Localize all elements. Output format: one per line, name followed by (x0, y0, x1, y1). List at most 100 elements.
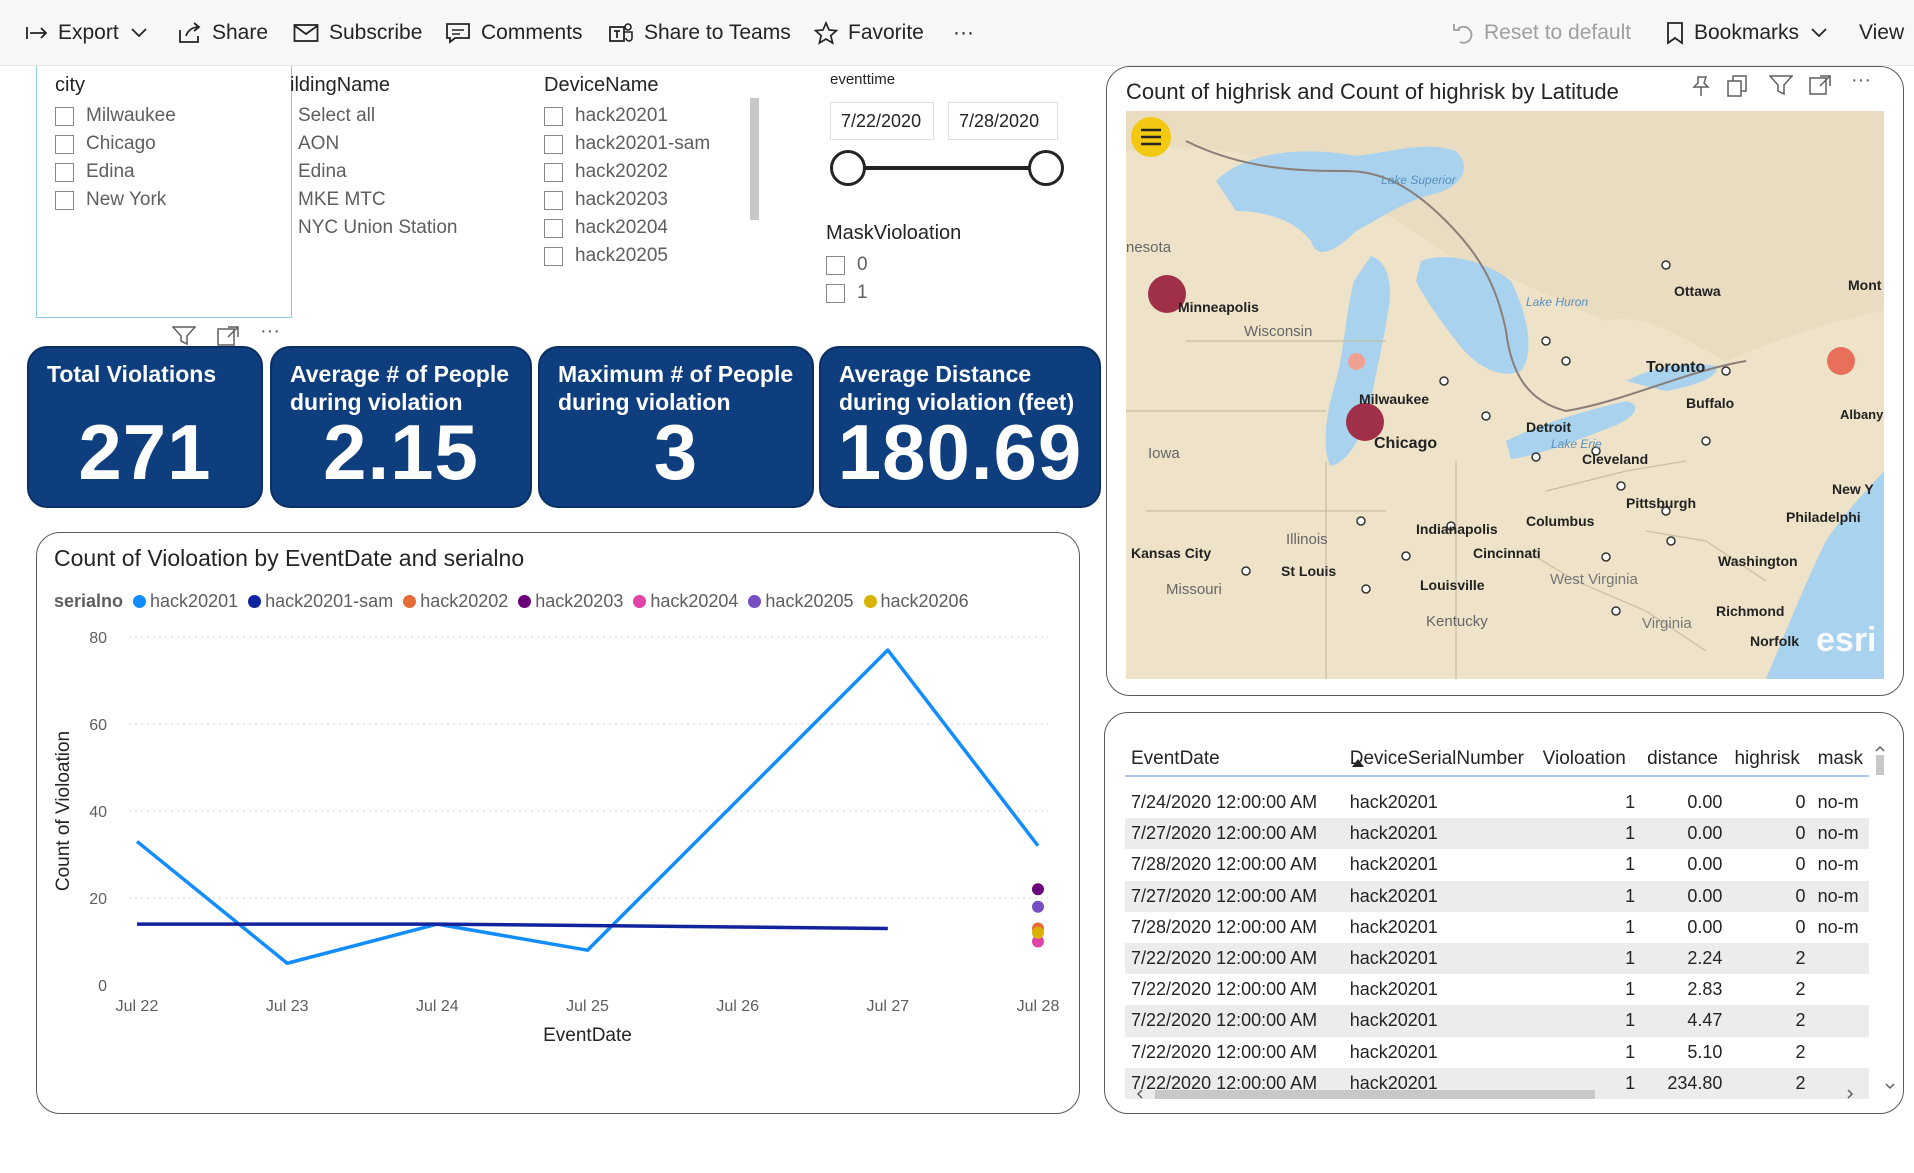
column-header[interactable]: highrisk (1734, 748, 1800, 769)
scroll-right-icon[interactable] (1845, 1087, 1855, 1101)
end-date-input[interactable]: 7/28/2020 (948, 102, 1058, 140)
device-option[interactable]: hack20204 (544, 217, 668, 239)
filter-icon[interactable] (172, 326, 196, 346)
scrollbar-thumb[interactable] (1876, 755, 1884, 775)
table-row[interactable]: 7/28/2020 12:00:00 AM hack20201 1 0.00 0 no-m (1125, 849, 1869, 880)
city-option[interactable]: Milwaukee (55, 105, 176, 127)
table-cell: hack20201 (1349, 792, 1438, 813)
sort-ascending-icon (1352, 759, 1364, 767)
chart-legend: serialno hack20201 hack20201-sam hack202… (54, 591, 979, 612)
scrollbar-thumb[interactable] (1155, 1090, 1595, 1099)
data-point (1032, 900, 1044, 913)
building-option[interactable]: AON (298, 133, 340, 154)
legend-item[interactable]: hack20202 (403, 591, 508, 612)
table-visual: EventDate DeviceSerialNumber Violoation … (1104, 712, 1904, 1114)
checkbox[interactable] (544, 106, 563, 126)
legend-item[interactable]: hack20201-sam (248, 591, 393, 612)
view-button[interactable]: View (1859, 16, 1904, 50)
checkbox[interactable] (544, 134, 563, 154)
share-to-teams-button[interactable]: Share to Teams (608, 16, 791, 50)
vertical-scrollbar[interactable] (1875, 741, 1895, 1090)
map-bubble[interactable] (1348, 353, 1365, 370)
device-option[interactable]: hack20201 (544, 105, 668, 127)
building-option[interactable]: MKE MTC (298, 189, 386, 210)
focus-mode-icon[interactable] (217, 326, 239, 346)
map-menu-button[interactable] (1131, 117, 1171, 157)
export-button[interactable]: Export (26, 16, 157, 50)
building-option[interactable]: NYC Union Station (298, 217, 458, 238)
mask-option[interactable]: 0 (826, 254, 868, 276)
start-date-input[interactable]: 7/22/2020 (830, 102, 934, 140)
device-option[interactable]: hack20201-sam (544, 133, 710, 155)
checkbox[interactable] (55, 106, 74, 126)
city-option[interactable]: New York (55, 189, 166, 211)
subscribe-button[interactable]: Subscribe (293, 16, 422, 50)
more-icon: ··· (953, 21, 974, 44)
checkbox[interactable] (826, 255, 845, 275)
scroll-down-icon[interactable] (1885, 1081, 1895, 1091)
table-cell (1812, 974, 1869, 1005)
more-options-icon[interactable]: ··· (1851, 69, 1871, 91)
pin-icon[interactable] (1691, 75, 1711, 97)
bookmarks-button[interactable]: Bookmarks (1666, 16, 1837, 50)
range-slider-end-handle[interactable] (1028, 150, 1064, 186)
map-label-city: Cincinnati (1473, 545, 1541, 561)
reset-to-default-button[interactable]: Reset to default (1452, 16, 1631, 50)
building-option[interactable]: Edina (298, 161, 347, 182)
table-row[interactable]: 7/24/2020 12:00:00 AM hack20201 1 0.00 0 no-m (1125, 787, 1869, 818)
table-row[interactable]: 7/22/2020 12:00:00 AM hack20201 1 2.83 2 (1125, 974, 1869, 1005)
table-row[interactable]: 7/27/2020 12:00:00 AM hack20201 1 0.00 0 no-m (1125, 818, 1869, 850)
checkbox[interactable] (55, 134, 74, 154)
copy-icon[interactable] (1727, 75, 1747, 97)
checkbox[interactable] (826, 283, 845, 303)
column-header[interactable]: Violoation (1542, 748, 1626, 769)
scroll-left-icon[interactable] (1135, 1087, 1145, 1101)
table-cell: 1 (1625, 792, 1636, 813)
checkbox[interactable] (544, 246, 563, 266)
city-option[interactable]: Chicago (55, 133, 156, 155)
more-options-button[interactable]: ··· (953, 16, 974, 50)
city-option[interactable]: Edina (55, 161, 135, 183)
legend-item[interactable]: hack20203 (518, 591, 623, 612)
column-header[interactable]: distance (1647, 748, 1718, 769)
map-bubble[interactable] (1346, 403, 1384, 441)
column-header[interactable]: DeviceSerialNumber (1349, 748, 1524, 769)
column-header[interactable]: EventDate (1131, 748, 1220, 769)
checkbox[interactable] (544, 190, 563, 210)
map-label-city: Toronto (1646, 359, 1706, 376)
checkbox[interactable] (55, 162, 74, 182)
map-bubble[interactable] (1827, 347, 1855, 375)
column-header[interactable]: mask (1817, 748, 1863, 769)
checkbox[interactable] (544, 218, 563, 238)
scrollbar-thumb[interactable] (750, 98, 759, 220)
table-row[interactable]: 7/27/2020 12:00:00 AM hack20201 1 0.00 0 no-m (1125, 880, 1869, 912)
share-button[interactable]: Share (178, 16, 268, 50)
device-option[interactable]: hack20203 (544, 189, 668, 211)
comments-button[interactable]: Comments (445, 16, 583, 50)
range-slider-start-handle[interactable] (830, 150, 866, 186)
focus-mode-icon[interactable] (1809, 75, 1831, 95)
filter-icon[interactable] (1769, 75, 1793, 97)
range-slider-track[interactable] (850, 166, 1044, 170)
more-options-icon[interactable]: ··· (260, 320, 280, 342)
legend-item[interactable]: hack20204 (633, 591, 738, 612)
mask-option[interactable]: 1 (826, 282, 868, 304)
checkbox[interactable] (544, 162, 563, 182)
map-canvas[interactable]: Lake Superior nesota Minneapolis Wiscons… (1126, 111, 1884, 679)
device-option[interactable]: hack20205 (544, 245, 668, 267)
checkbox[interactable] (55, 190, 74, 210)
horizontal-scrollbar[interactable] (1135, 1087, 1855, 1101)
table-cell: hack20201 (1349, 1041, 1438, 1062)
table-row[interactable]: 7/22/2020 12:00:00 AM hack20201 1 5.10 2 (1125, 1037, 1869, 1068)
table-row[interactable]: 7/28/2020 12:00:00 AM hack20201 1 0.00 0 no-m (1125, 912, 1869, 943)
table-row[interactable]: 7/22/2020 12:00:00 AM hack20201 1 2.24 2 (1125, 942, 1869, 975)
map-bubble[interactable] (1148, 275, 1186, 313)
legend-item[interactable]: hack20206 (863, 591, 969, 612)
table-row[interactable]: 7/22/2020 12:00:00 AM hack20201 1 4.47 2 (1125, 1005, 1869, 1037)
favorite-button[interactable]: Favorite (814, 16, 924, 50)
device-option[interactable]: hack20202 (544, 161, 668, 183)
legend-item[interactable]: hack20205 (748, 591, 854, 612)
legend-item[interactable]: hack20201 (133, 591, 238, 612)
building-option[interactable]: Select all (298, 105, 376, 126)
scroll-up-icon[interactable] (1875, 744, 1885, 754)
